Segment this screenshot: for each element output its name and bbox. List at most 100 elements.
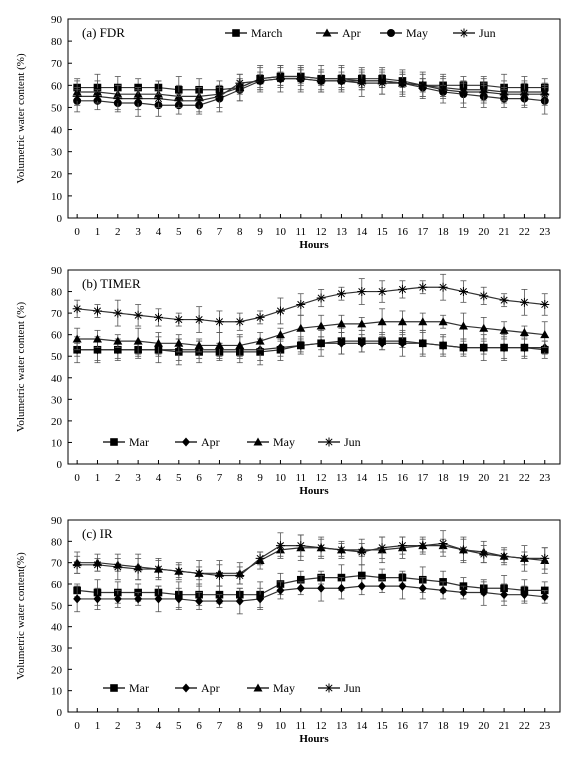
data-point <box>92 306 102 316</box>
data-point <box>479 549 489 559</box>
data-point <box>540 299 550 309</box>
data-point <box>499 295 509 305</box>
x-tick-label: 8 <box>237 472 243 484</box>
data-point <box>337 338 346 348</box>
legend-marker <box>182 683 190 693</box>
y-tick-label: 10 <box>51 686 63 698</box>
legend-marker <box>322 28 332 37</box>
data-point <box>519 328 529 337</box>
y-tick-label: 60 <box>51 330 63 342</box>
x-tick-label: 9 <box>257 720 263 732</box>
y-tick-label: 30 <box>51 147 63 159</box>
data-point <box>153 564 163 574</box>
legend-label: Mar <box>129 435 149 449</box>
x-tick-label: 6 <box>196 226 202 238</box>
data-point <box>357 78 367 88</box>
data-point <box>154 594 163 604</box>
plot-frame <box>67 18 561 219</box>
y-tick-label: 10 <box>51 437 63 449</box>
y-tick-label: 0 <box>57 213 63 225</box>
y-tick-label: 30 <box>51 394 63 406</box>
x-tick-label: 5 <box>176 720 182 732</box>
x-tick-label: 12 <box>316 472 327 484</box>
legend-marker <box>253 683 263 692</box>
data-point <box>316 321 326 330</box>
data-point <box>418 80 428 90</box>
x-tick-label: 10 <box>275 720 287 732</box>
data-point <box>255 553 265 563</box>
x-tick-label: 16 <box>397 472 409 484</box>
data-point <box>275 330 285 339</box>
legend-label: Mar <box>129 681 149 695</box>
x-tick-label: 0 <box>74 226 80 238</box>
data-point <box>194 340 204 349</box>
y-tick-label: 40 <box>51 373 63 385</box>
x-tick-label: 9 <box>257 226 263 238</box>
x-tick-label: 16 <box>397 226 409 238</box>
legend-label: Apr <box>201 435 220 449</box>
data-point <box>397 78 407 88</box>
x-tick-label: 12 <box>316 720 327 732</box>
data-point <box>174 96 184 106</box>
data-point <box>215 596 224 606</box>
data-point <box>459 588 468 598</box>
data-point <box>377 543 387 553</box>
legend-marker <box>182 437 190 447</box>
data-point <box>316 293 326 303</box>
data-point <box>499 89 509 99</box>
data-point <box>72 304 82 314</box>
data-point <box>500 590 509 600</box>
data-point <box>519 553 529 563</box>
panel-label: (c) IR <box>82 526 113 541</box>
x-tick-label: 13 <box>336 226 348 238</box>
y-tick-label: 20 <box>51 416 63 428</box>
y-tick-label: 70 <box>51 308 63 320</box>
data-point <box>540 330 550 339</box>
y-tick-label: 60 <box>51 579 63 591</box>
legend-marker <box>459 28 469 38</box>
data-point <box>377 317 387 326</box>
x-tick-label: 17 <box>417 720 429 732</box>
legend-item: Apr <box>175 435 220 449</box>
x-tick-label: 8 <box>237 720 243 732</box>
x-tick-label: 15 <box>377 472 389 484</box>
x-tick-label: 20 <box>478 472 490 484</box>
series-line <box>77 574 545 596</box>
series-jun <box>72 273 550 333</box>
data-point <box>113 94 123 104</box>
data-point <box>194 568 204 578</box>
x-tick-label: 21 <box>499 472 510 484</box>
y-tick-label: 50 <box>51 600 63 612</box>
legend-item: Apr <box>316 26 361 40</box>
legend-marker <box>232 29 240 37</box>
plot-frame <box>67 519 561 713</box>
x-tick-label: 18 <box>438 472 450 484</box>
panel-label: (a) FDR <box>82 25 125 40</box>
data-point <box>72 91 82 101</box>
legend-item: Jun <box>318 435 361 449</box>
x-tick-label: 19 <box>458 472 470 484</box>
x-tick-label: 5 <box>176 226 182 238</box>
data-point <box>174 594 183 604</box>
data-point <box>153 338 163 347</box>
data-point <box>540 89 550 99</box>
y-tick-label: 20 <box>51 169 63 181</box>
series-line <box>77 342 545 351</box>
data-point <box>255 76 265 86</box>
data-point <box>153 312 163 322</box>
x-tick-label: 2 <box>115 720 121 732</box>
data-point <box>72 560 82 570</box>
legend-label: May <box>406 26 428 40</box>
legend-label: Jun <box>344 681 361 695</box>
y-tick-label: 30 <box>51 643 63 655</box>
data-point <box>214 91 224 101</box>
x-tick-label: 7 <box>217 720 223 732</box>
legend: Mar Apr May Jun <box>103 435 361 449</box>
x-tick-label: 10 <box>275 472 287 484</box>
x-tick-label: 13 <box>336 472 348 484</box>
x-tick-label: 4 <box>156 472 162 484</box>
x-tick-label: 4 <box>156 226 162 238</box>
data-point <box>438 317 448 326</box>
x-tick-label: 23 <box>539 472 551 484</box>
